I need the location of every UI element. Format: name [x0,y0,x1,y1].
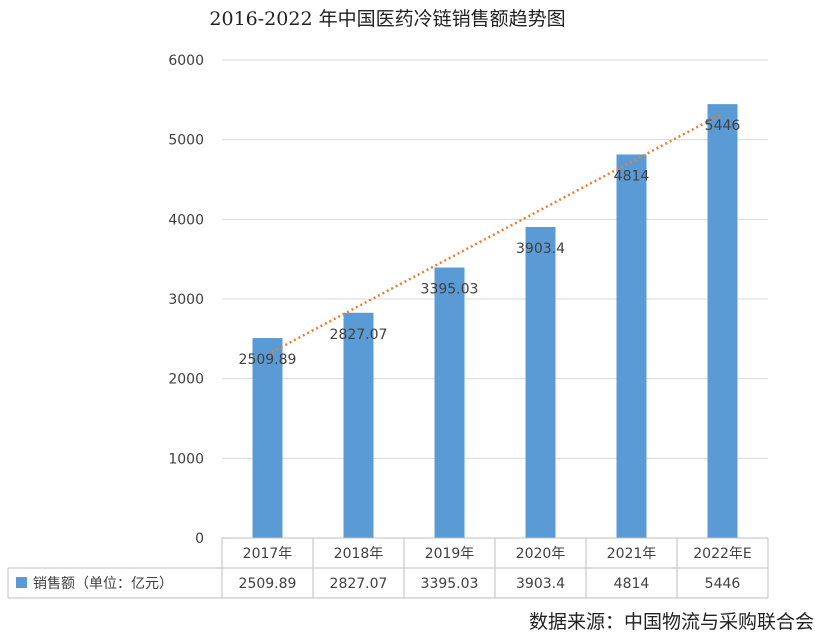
x-tick-label: 2018年 [334,546,384,562]
table-cell: 2827.07 [330,576,388,592]
data-label: 2827.07 [330,327,388,343]
y-tick-label: 6000 [168,53,204,69]
table-cell: 4814 [614,576,650,592]
table-cell: 3903.4 [516,576,565,592]
x-tick-label: 2017年 [243,546,293,562]
data-source-note: 数据来源：中国物流与采购联合会 [528,611,814,633]
bar [707,104,738,539]
legend-label: 销售额（单位：亿元） [33,576,173,592]
y-tick-label: 5000 [168,133,204,149]
bar [525,227,556,539]
bar [252,338,283,538]
trendline [266,112,724,356]
data-label: 4814 [614,168,650,184]
legend-key [16,577,27,588]
bar [616,154,647,538]
table-cell: 5446 [705,576,741,592]
table-cell: 2509.89 [239,576,297,592]
y-tick-label: 4000 [168,212,204,228]
x-tick-label: 2021年 [607,546,657,562]
bar [343,312,374,538]
x-tick-label: 2022年E [693,546,751,562]
data-label: 2509.89 [239,352,297,368]
data-label: 5446 [705,118,741,134]
data-label: 3395.03 [421,282,479,298]
y-tick-label: 0 [195,531,204,547]
table-cell: 3395.03 [421,576,479,592]
x-tick-label: 2020年 [516,546,566,562]
y-tick-label: 2000 [168,372,204,388]
x-tick-label: 2019年 [425,546,475,562]
data-label: 3903.4 [516,241,565,257]
y-tick-label: 1000 [168,451,204,467]
bar [434,267,465,538]
chart-title: 2016-2022 年中国医药冷链销售额趋势图 [209,8,566,30]
y-tick-label: 3000 [168,292,204,308]
